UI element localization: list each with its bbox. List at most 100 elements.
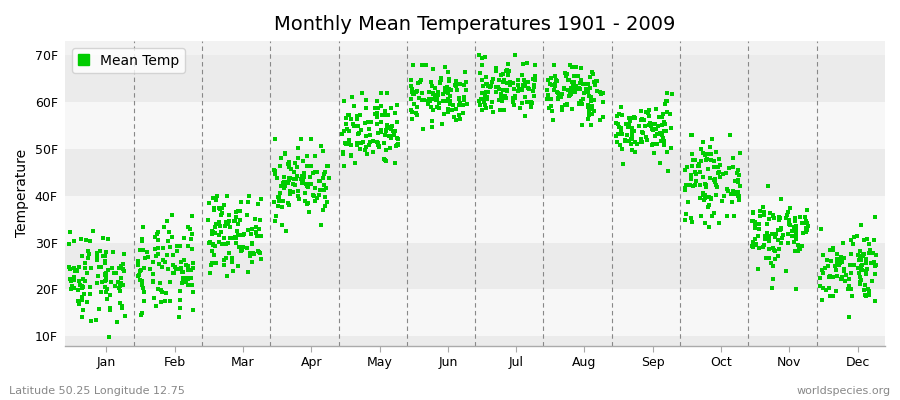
Point [146,278,160,285]
Point [751,266,765,272]
Point [278,151,293,157]
Point [495,95,509,102]
Point [795,243,809,249]
Point [581,102,596,108]
Point [639,134,653,140]
Point [380,122,394,128]
Point [220,273,234,280]
Point [142,266,157,272]
Point [271,203,285,210]
Point [485,79,500,86]
Point [249,224,264,230]
Point [711,164,725,170]
Point [136,224,150,231]
Point [634,128,649,135]
Point [243,252,257,259]
Point [823,274,837,280]
Point [731,188,745,195]
Point [478,102,492,108]
Point [710,170,724,176]
Point [793,245,807,252]
Point [274,204,289,210]
Point [217,257,231,263]
Point [379,128,393,134]
Point [761,246,776,253]
Point [98,273,112,279]
Point [276,178,291,185]
Point [610,130,625,137]
Point [587,96,601,103]
Point [706,213,720,219]
Point [766,263,780,270]
Point [344,152,358,158]
Point [381,112,395,118]
Point [278,183,293,189]
Point [106,270,121,276]
Point [771,253,786,260]
Point [92,306,106,312]
Point [436,91,450,98]
Point [384,104,399,111]
Point [212,239,226,245]
Point [835,274,850,280]
Point [588,108,602,115]
Point [684,132,698,138]
Point [101,236,115,242]
Point [472,102,487,108]
Point [73,281,87,288]
Point [584,94,598,100]
Point [727,191,742,197]
Point [243,250,257,257]
Point [316,148,330,154]
Point [691,163,706,169]
Point [693,195,707,202]
Point [298,189,312,196]
Point [651,131,665,137]
Point [628,138,643,145]
Point [706,210,721,217]
Point [75,293,89,300]
Point [380,90,394,96]
Point [862,250,877,256]
Point [747,219,761,225]
Point [646,127,661,133]
Point [311,192,326,198]
Point [89,280,104,286]
Point [583,85,598,91]
Point [693,213,707,220]
Point [284,175,298,182]
Point [582,112,597,118]
Point [411,94,426,101]
Point [232,208,247,214]
Point [112,288,127,294]
Point [752,221,766,228]
Point [384,135,399,141]
Point [441,109,455,116]
Point [745,239,760,246]
Point [733,150,747,156]
Point [624,114,638,121]
Point [62,276,77,282]
Point [590,88,604,94]
Point [458,79,473,85]
Point [403,83,418,90]
Point [854,262,868,268]
Point [704,196,718,202]
Point [458,69,473,76]
Point [149,231,164,237]
Point [573,86,588,92]
Point [815,270,830,276]
Point [406,101,420,108]
Point [403,95,418,102]
Point [416,126,430,132]
Point [826,247,841,253]
Point [342,112,356,118]
Point [636,130,651,136]
Point [255,256,269,262]
Point [248,230,263,236]
Point [526,82,541,88]
Point [694,158,708,164]
Point [80,299,94,306]
Point [752,213,767,219]
Point [221,218,236,224]
